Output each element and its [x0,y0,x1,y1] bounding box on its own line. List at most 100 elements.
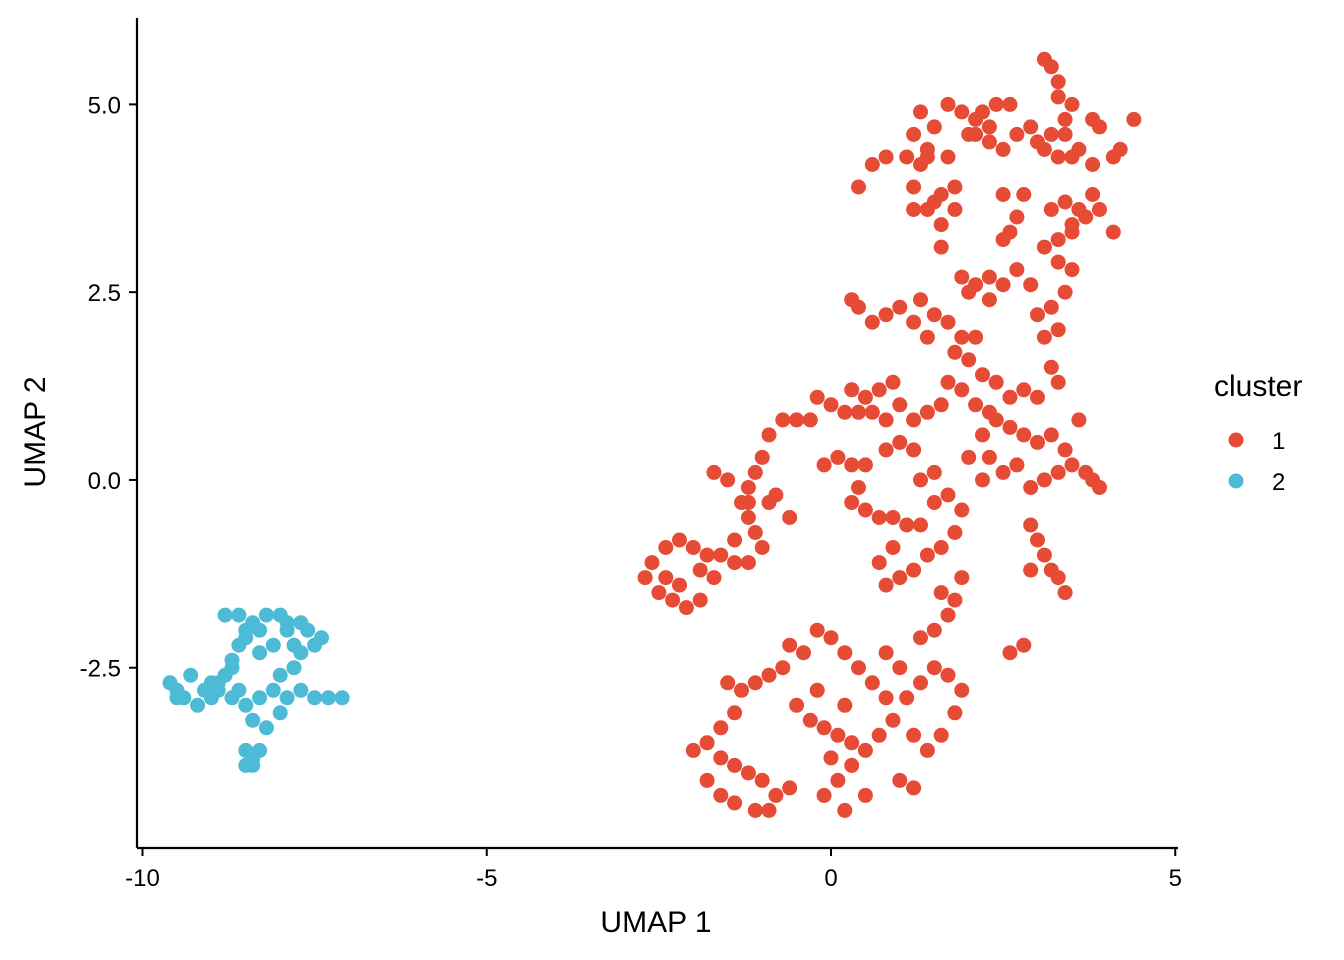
point-cluster-1 [1064,217,1080,233]
point-cluster-1 [913,292,928,308]
point-cluster-1 [919,742,935,758]
point-cluster-1 [940,149,956,165]
point-cluster-1 [837,802,853,818]
point-cluster-1 [995,141,1011,157]
point-cluster-1 [1016,187,1032,202]
point-cluster-1 [878,690,894,706]
point-cluster-1 [809,622,825,638]
point-cluster-1 [844,495,860,510]
point-cluster-1 [864,675,880,691]
point-cluster-1 [926,307,942,323]
point-cluster-1 [713,720,729,736]
point-cluster-1 [926,464,942,480]
point-cluster-2 [183,667,199,683]
point-cluster-2 [258,720,274,736]
point-cluster-1 [830,772,846,788]
point-cluster-1 [981,269,997,285]
point-cluster-1 [761,427,777,443]
point-cluster-1 [947,202,963,217]
point-cluster-1 [1050,232,1066,248]
point-cluster-1 [1043,59,1059,75]
point-cluster-1 [651,585,667,601]
point-cluster-1 [1016,427,1032,443]
point-cluster-1 [1050,74,1066,90]
point-cluster-1 [789,697,805,713]
point-cluster-1 [713,547,729,563]
point-cluster-2 [334,690,350,706]
point-cluster-1 [885,712,901,728]
point-cluster-1 [851,179,866,195]
point-cluster-2 [169,690,185,706]
point-cluster-1 [1023,562,1039,578]
point-cluster-2 [272,667,288,683]
legend-label-2: 2 [1272,469,1285,496]
point-cluster-1 [851,404,866,420]
point-cluster-1 [1071,141,1087,157]
point-cluster-1 [954,329,970,345]
point-cluster-1 [816,787,832,803]
y-tick-label: -2.5 [80,656,121,683]
point-cluster-2 [252,742,268,758]
point-cluster-1 [692,592,708,608]
point-cluster-1 [1078,209,1094,225]
point-cluster-1 [933,239,949,255]
point-cluster-1 [1043,126,1059,142]
point-cluster-1 [940,607,956,623]
point-cluster-1 [665,592,681,608]
point-cluster-1 [727,757,743,773]
point-cluster-1 [796,645,811,661]
point-cluster-1 [906,442,922,458]
point-cluster-1 [1050,570,1066,586]
point-cluster-1 [837,697,853,713]
axes-layer: -10 -5 0 5 -2.5 0.0 2.5 5.0 [80,18,1182,892]
point-cluster-1 [947,179,963,195]
point-cluster-1 [975,104,990,120]
point-cluster-1 [699,735,715,751]
point-cluster-1 [851,660,866,676]
x-tick-label: -5 [476,865,497,892]
point-cluster-1 [864,314,880,330]
point-cluster-2 [231,607,247,623]
point-cluster-1 [1036,472,1052,488]
point-cluster-1 [761,495,777,510]
point-cluster-1 [933,217,949,233]
point-cluster-1 [1105,149,1121,165]
point-cluster-1 [1050,254,1066,270]
point-cluster-1 [933,540,949,555]
point-cluster-1 [1071,412,1087,428]
point-cluster-1 [1057,111,1073,127]
point-cluster-1 [775,660,791,676]
point-cluster-1 [837,404,853,420]
point-cluster-1 [857,389,873,405]
point-cluster-1 [1064,262,1080,278]
point-cluster-1 [740,765,756,781]
point-cluster-1 [1036,329,1052,345]
point-cluster-1 [809,389,825,405]
point-cluster-1 [899,690,915,706]
point-cluster-1 [727,555,743,571]
point-cluster-1 [1043,359,1059,375]
point-cluster-1 [913,675,928,691]
point-cluster-1 [747,802,763,818]
point-cluster-1 [899,149,915,165]
point-cluster-2 [265,682,281,698]
point-cluster-1 [761,802,777,818]
point-cluster-2 [307,637,323,653]
point-cluster-1 [878,149,894,165]
point-cluster-1 [678,600,694,616]
point-cluster-1 [775,412,791,428]
point-cluster-2 [252,690,268,706]
point-cluster-1 [871,382,887,398]
point-cluster-2 [307,690,323,706]
point-cluster-1 [871,555,887,571]
point-cluster-1 [954,570,970,586]
point-cluster-1 [1030,307,1045,323]
point-cluster-1 [968,397,984,413]
point-cluster-1 [672,532,687,548]
point-cluster-1 [844,457,860,473]
point-cluster-1 [975,472,990,488]
y-tick-label: 0.0 [88,468,121,495]
point-cluster-1 [1050,464,1066,480]
point-cluster-1 [823,397,839,413]
x-tick-label: 5 [1169,865,1182,892]
